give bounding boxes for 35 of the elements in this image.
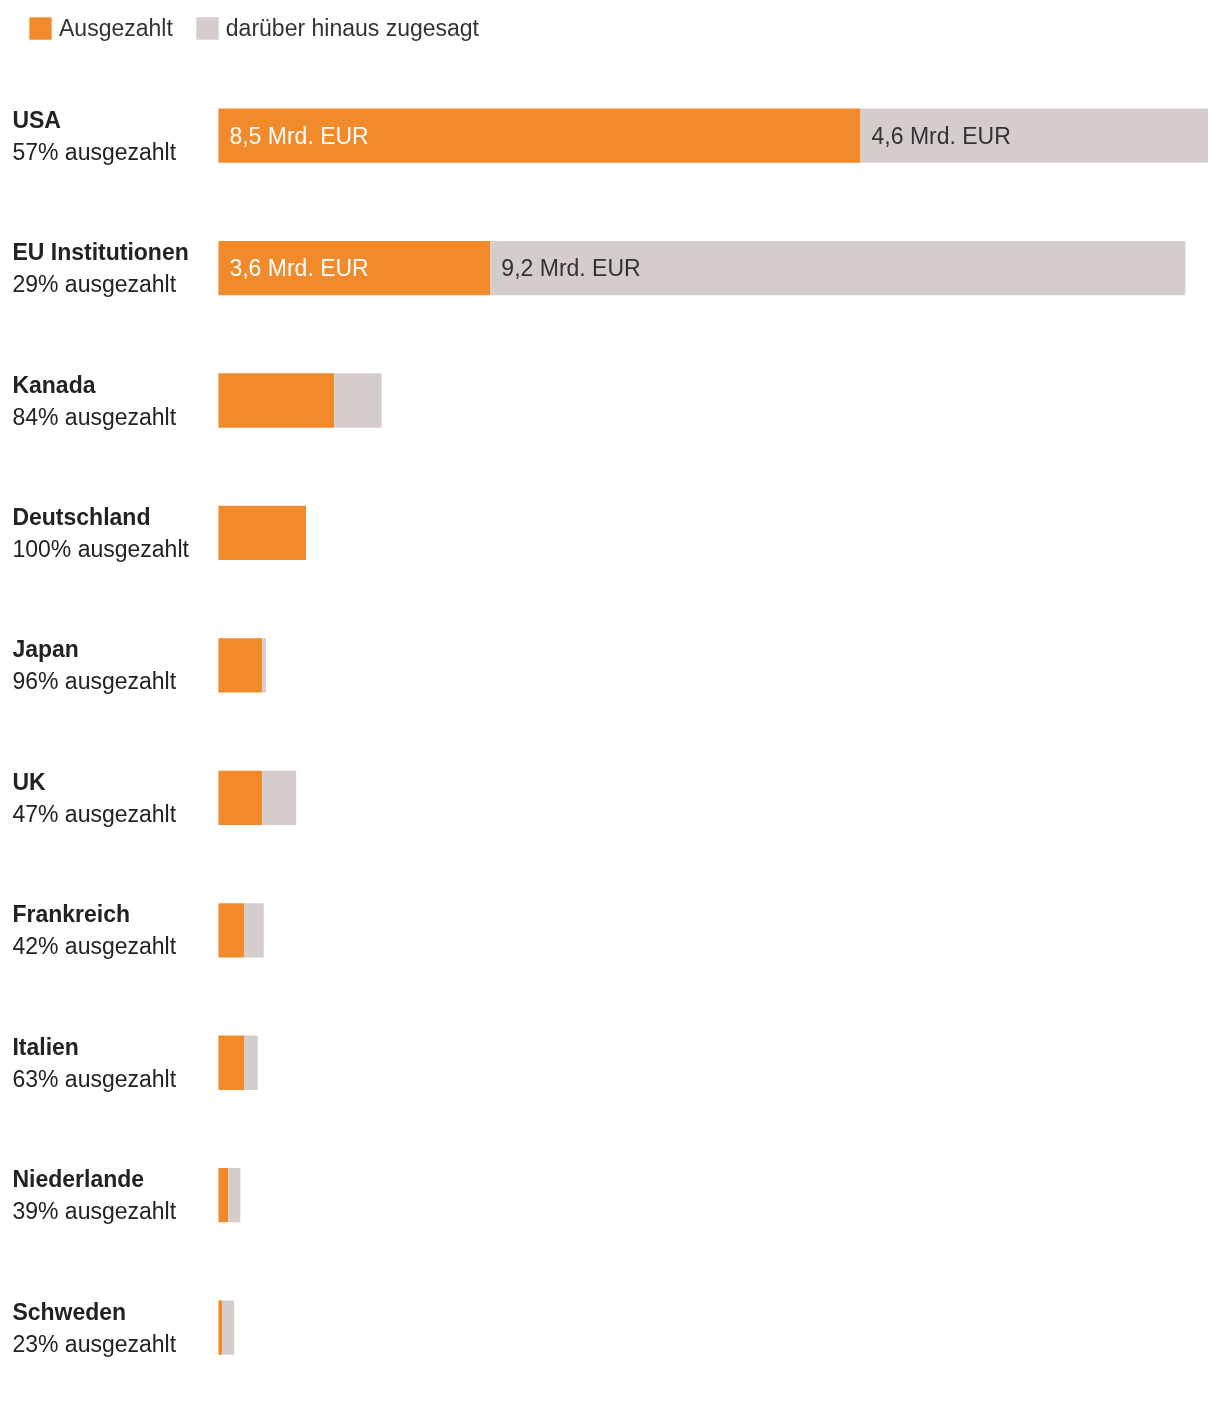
y-tick-label: EU Institutionen 29% ausgezahlt bbox=[12, 239, 189, 298]
bar bbox=[218, 638, 263, 693]
y-tick-label: Japan 96% ausgezahlt bbox=[12, 636, 177, 695]
bar bbox=[218, 108, 861, 163]
bar bbox=[222, 1300, 235, 1355]
data-label: 9,2 Mrd. EUR bbox=[501, 255, 641, 282]
bar bbox=[218, 1035, 245, 1090]
bar bbox=[490, 240, 1186, 296]
data-label: 4,6 Mrd. EUR bbox=[871, 122, 1011, 149]
bar bbox=[218, 1300, 223, 1355]
bar bbox=[218, 770, 263, 825]
y-tick-label: Schweden 23% ausgezahlt bbox=[12, 1298, 177, 1357]
bar bbox=[244, 1035, 258, 1090]
y-tick-label: UK 47% ausgezahlt bbox=[12, 768, 177, 827]
y-tick-label: Kanada 84% ausgezahlt bbox=[12, 371, 177, 430]
bar bbox=[218, 373, 334, 428]
bar bbox=[218, 505, 307, 561]
bar bbox=[218, 240, 491, 296]
y-tick-label: Deutschland 100% ausgezahlt bbox=[12, 503, 190, 562]
data-label: 3,6 Mrd. EUR bbox=[229, 255, 369, 282]
bar bbox=[218, 903, 245, 958]
y-tick-label: Frankreich 42% ausgezahlt bbox=[12, 901, 177, 960]
bar bbox=[244, 903, 264, 958]
y-tick-label: Italien 63% ausgezahlt bbox=[12, 1033, 177, 1092]
bar bbox=[262, 770, 297, 825]
y-tick-label: USA 57% ausgezahlt bbox=[12, 106, 177, 165]
bar bbox=[333, 373, 382, 428]
bar bbox=[262, 638, 267, 693]
legend-label: darüber hinaus zugesagt bbox=[225, 14, 479, 42]
bar bbox=[228, 1168, 241, 1223]
legend-label: Ausgezahlt bbox=[59, 14, 173, 42]
y-tick-label: Niederlande 39% ausgezahlt bbox=[12, 1166, 177, 1225]
bar bbox=[860, 108, 1209, 163]
bar bbox=[218, 1168, 229, 1223]
data-label: 8,5 Mrd. EUR bbox=[229, 122, 369, 149]
